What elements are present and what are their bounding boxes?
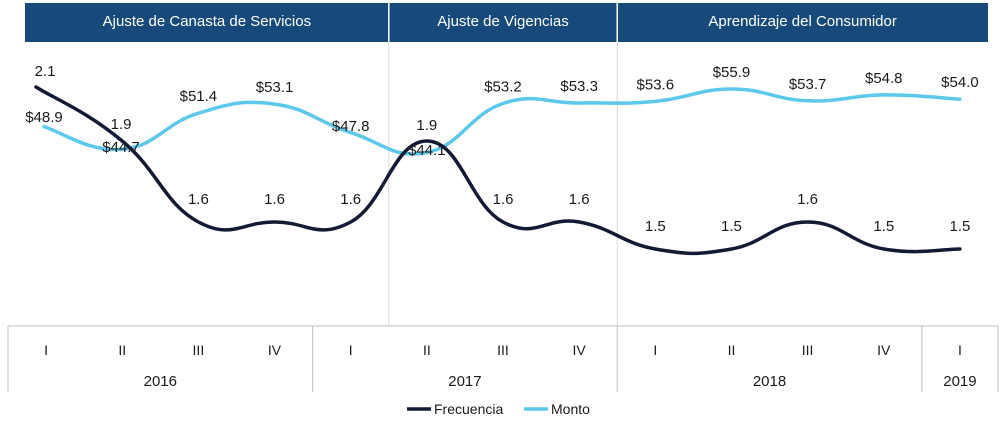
tick-label: I: [653, 342, 657, 358]
phase-header: Ajuste de Canasta de Servicios Ajuste de …: [25, 3, 988, 42]
tick-label: II: [423, 342, 431, 358]
phase-band: [388, 3, 618, 42]
series-lines: [34, 85, 962, 256]
data-label: 1.6: [569, 191, 590, 208]
data-label: 2.1: [35, 63, 56, 80]
data-label: 1.6: [340, 191, 361, 208]
tick-label: II: [118, 342, 126, 358]
tick-label: I: [349, 342, 353, 358]
data-label: 1.5: [721, 218, 742, 235]
phase-label: Aprendizaje del Consumidor: [708, 13, 896, 30]
legend-label: Frecuencia: [434, 401, 503, 417]
tick-label: IV: [573, 342, 587, 358]
tick-label: III: [497, 342, 509, 358]
data-label: $47.8: [332, 118, 370, 135]
data-label: 1.9: [111, 116, 132, 133]
data-label: $55.9: [713, 64, 751, 81]
tick-label: IV: [877, 342, 891, 358]
data-label: $54.0: [941, 74, 979, 91]
data-label: $44.1: [408, 142, 446, 159]
legend: Frecuencia Monto: [407, 401, 590, 417]
data-label: $51.4: [180, 88, 218, 105]
tick-label: I: [44, 342, 48, 358]
phase-label: Ajuste de Vigencias: [437, 13, 568, 30]
tick-label: IV: [268, 342, 282, 358]
phase-band: [25, 3, 389, 42]
tick-label: III: [193, 342, 205, 358]
year-label: 2016: [144, 373, 177, 390]
data-labels: 2.1 1.9 1.6 1.6 1.6 1.9 1.6 1.6 1.5 1.5 1.6 1.5 1.5 $…: [25, 63, 978, 235]
phase-band: [617, 3, 988, 42]
tick-label: III: [802, 342, 814, 358]
year-label: 2017: [448, 373, 481, 390]
year-label: 2018: [753, 373, 786, 390]
data-label: $48.9: [25, 109, 63, 126]
data-label: $53.6: [637, 76, 675, 93]
data-label: $53.1: [256, 79, 294, 96]
data-label: 1.5: [949, 218, 970, 235]
data-label: 1.6: [264, 191, 285, 208]
data-label: $44.7: [102, 139, 140, 156]
data-label: 1.5: [873, 218, 894, 235]
data-label: 1.6: [797, 191, 818, 208]
tick-label: I: [958, 342, 962, 358]
year-label: 2019: [943, 373, 976, 390]
legend-label: Monto: [551, 401, 590, 417]
phase-label: Ajuste de Canasta de Servicios: [103, 13, 311, 30]
data-label: 1.5: [645, 218, 666, 235]
data-label: $53.2: [484, 79, 522, 96]
data-label: 1.6: [188, 191, 209, 208]
data-label: 1.6: [493, 191, 514, 208]
tick-label: II: [728, 342, 736, 358]
series-line-frecuencia: [34, 85, 962, 256]
data-label: $54.8: [865, 70, 903, 87]
data-label: 1.9: [416, 117, 437, 134]
data-label: $53.7: [789, 76, 827, 93]
phase-dividers: [388, 42, 618, 326]
data-label: $53.3: [560, 78, 598, 95]
